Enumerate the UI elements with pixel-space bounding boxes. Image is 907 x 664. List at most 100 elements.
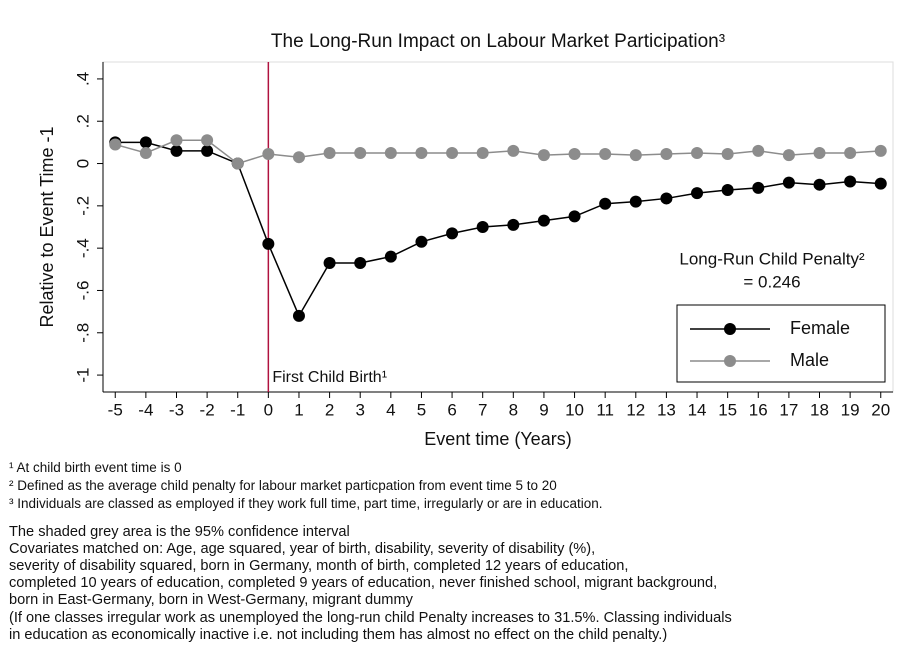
chart-title: The Long-Run Impact on Labour Market Par… <box>271 31 725 52</box>
x-tick-label: -3 <box>169 400 184 419</box>
x-axis-title: Event time (Years) <box>424 429 571 449</box>
x-tick-label: 9 <box>539 400 548 419</box>
y-tick-label: -1 <box>73 368 92 383</box>
x-tick-label: 2 <box>325 400 334 419</box>
y-tick-label: 0 <box>73 159 92 168</box>
point <box>537 149 550 162</box>
point <box>691 146 704 159</box>
point <box>446 227 459 240</box>
point <box>844 146 857 159</box>
x-tick-label: -5 <box>108 400 123 419</box>
point <box>139 146 152 159</box>
footnote: completed 10 years of education, complet… <box>9 575 717 591</box>
point <box>813 178 826 191</box>
point <box>537 214 550 227</box>
x-tick-label: 17 <box>779 400 798 419</box>
x-tick-label: 12 <box>626 400 645 419</box>
point <box>354 146 367 159</box>
y-axis-title: Relative to Event Time -1 <box>37 126 57 327</box>
point <box>691 187 704 200</box>
legend-box <box>676 304 886 383</box>
point <box>752 144 765 157</box>
annotation: Long-Run Child Penalty² <box>679 249 865 268</box>
point <box>446 146 459 159</box>
x-tick-label: 6 <box>447 400 456 419</box>
footnote: (If one classes irregular work as unempl… <box>9 610 732 626</box>
y-tick-label: -.2 <box>73 196 92 216</box>
point <box>660 192 673 205</box>
point <box>201 134 214 147</box>
point <box>568 148 581 161</box>
point <box>170 134 183 147</box>
point <box>231 157 244 170</box>
x-tick-label: 1 <box>294 400 303 419</box>
x-tick-label: 4 <box>386 400 395 419</box>
footnote: born in East-Germany, born in West-Germa… <box>9 592 414 608</box>
point <box>629 195 642 208</box>
reference-label: First Child Birth¹ <box>272 369 387 386</box>
point <box>476 221 489 233</box>
point <box>384 146 397 159</box>
point <box>844 175 857 188</box>
point <box>354 256 367 269</box>
point <box>323 146 336 159</box>
y-tick-label: .4 <box>73 72 92 86</box>
x-tick-label: 0 <box>264 400 273 419</box>
footnote: The shaded grey area is the 95% confiden… <box>9 524 350 540</box>
point <box>874 144 887 157</box>
point <box>782 149 795 162</box>
point <box>384 250 397 263</box>
footnote: ³ Individuals are classed as employed if… <box>9 496 603 511</box>
y-tick-label: -.8 <box>73 323 92 343</box>
point <box>109 138 122 151</box>
footnote: ² Defined as the average child penalty f… <box>9 478 557 493</box>
x-tick-label: 3 <box>355 400 364 419</box>
point <box>170 144 183 157</box>
x-tick-label: 11 <box>596 400 614 419</box>
point <box>201 144 214 157</box>
legend-marker <box>724 355 736 367</box>
point <box>262 237 275 250</box>
point <box>292 309 305 322</box>
point <box>752 181 765 194</box>
annotation: = 0.246 <box>743 272 800 291</box>
point <box>782 176 795 189</box>
point <box>507 144 520 157</box>
point <box>721 183 734 196</box>
x-tick-label: 16 <box>749 400 768 419</box>
legend-marker <box>724 323 736 335</box>
x-tick-label: 5 <box>417 400 426 419</box>
legend-label: Male <box>790 350 829 370</box>
x-tick-label: 20 <box>871 400 890 419</box>
footnote: in education as economically inactive i.… <box>9 627 667 643</box>
point <box>660 148 673 161</box>
point <box>599 197 612 210</box>
x-tick-label: 7 <box>478 400 487 419</box>
point <box>629 149 642 162</box>
x-tick-label: 14 <box>688 400 707 419</box>
point <box>568 210 581 223</box>
x-tick-label: 15 <box>718 400 737 419</box>
point <box>139 136 152 149</box>
point <box>507 218 520 231</box>
point <box>323 256 336 269</box>
point <box>476 146 489 159</box>
point <box>874 177 887 190</box>
x-tick-label: 13 <box>657 400 676 419</box>
x-tick-label: -4 <box>138 400 153 419</box>
x-tick-label: -2 <box>200 400 215 419</box>
footnote: ¹ At child birth event time is 0 <box>9 460 182 475</box>
x-tick-label: -1 <box>230 400 245 419</box>
point <box>415 146 428 159</box>
x-tick-label: 19 <box>841 400 860 419</box>
legend-label: Female <box>790 318 850 338</box>
point <box>813 146 826 159</box>
point <box>292 151 305 164</box>
y-tick-label: .2 <box>73 114 92 128</box>
point <box>599 148 612 161</box>
x-tick-label: 8 <box>509 400 518 419</box>
point <box>262 148 275 161</box>
x-tick-label: 18 <box>810 400 829 419</box>
y-tick-label: -.6 <box>73 281 92 301</box>
footnote: severity of disability squared, born in … <box>9 558 628 574</box>
